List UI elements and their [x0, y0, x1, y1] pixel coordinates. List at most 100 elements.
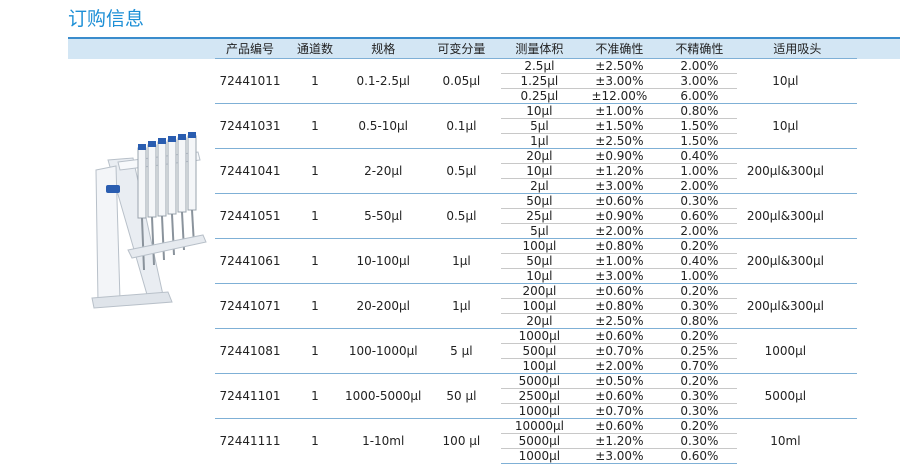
inaccuracy-cell: ±1.20%: [577, 163, 662, 179]
variable-cell: 100 µl: [421, 418, 502, 464]
tip-cell: 1000µl: [737, 328, 858, 374]
channels-cell: 1: [285, 373, 345, 419]
tip-cell: 5000µl: [737, 373, 858, 419]
volume-cell: 10µl: [501, 103, 578, 119]
imprecision-cell: 0.20%: [661, 283, 738, 299]
imprecision-cell: 0.20%: [661, 328, 738, 344]
imprecision-cell: 0.20%: [661, 238, 738, 254]
imprecision-cell: 1.00%: [661, 268, 738, 284]
tip-cell: 200µl&300µl: [737, 283, 858, 329]
table-row: 500µl ±0.70% 0.25%: [215, 343, 857, 359]
inaccuracy-cell: ±0.60%: [577, 283, 662, 299]
inaccuracy-cell: ±0.80%: [577, 238, 662, 254]
table-row: 72441051 1 5-50µl 0.5µl 50µl ±0.60% 0.30% 200µl…: [215, 193, 858, 239]
inaccuracy-cell: ±0.90%: [577, 148, 662, 164]
table-row: 5000µl ±1.20% 0.30%: [215, 433, 857, 449]
channels-cell: 1: [285, 283, 345, 329]
spec-cell: 0.5-10µl: [345, 103, 422, 149]
header-bar: [68, 37, 900, 59]
volume-cell: 2.5µl: [501, 58, 578, 74]
variable-cell: 1µl: [421, 238, 502, 284]
tip-cell: 200µl&300µl: [737, 193, 858, 239]
table-row: 2500µl ±0.60% 0.30%: [215, 388, 857, 404]
volume-cell: 20µl: [501, 313, 578, 329]
imprecision-cell: 0.60%: [661, 208, 738, 224]
inaccuracy-cell: ±0.90%: [577, 208, 662, 224]
table-row: 0.25µl ±12.00% 6.00%: [215, 88, 857, 104]
channels-cell: 1: [285, 58, 345, 104]
imprecision-cell: 6.00%: [661, 88, 738, 104]
inaccuracy-cell: ±2.00%: [577, 223, 662, 239]
table-row: 1.25µl ±3.00% 3.00%: [215, 73, 857, 89]
imprecision-cell: 0.30%: [661, 298, 738, 314]
code-cell: 72441111: [215, 418, 285, 464]
table-row: 72441111 1 1-10ml 100 µl 10000µl ±0.60% 0.20% 1…: [215, 418, 858, 464]
column-header: 适用吸头: [773, 42, 822, 56]
channels-cell: 1: [285, 103, 345, 149]
imprecision-cell: 0.20%: [661, 418, 738, 434]
table-row: 50µl ±1.00% 0.40%: [215, 253, 857, 269]
table-row: 100µl ±2.00% 0.70%: [215, 358, 857, 374]
table-row: 1µl ±2.50% 1.50%: [215, 133, 857, 149]
inaccuracy-cell: ±2.50%: [577, 313, 662, 329]
volume-cell: 1.25µl: [501, 73, 578, 89]
spec-cell: 20-200µl: [345, 283, 422, 329]
imprecision-cell: 0.30%: [661, 388, 738, 404]
volume-cell: 1000µl: [501, 448, 578, 464]
table-row: 1000µl ±0.70% 0.30%: [215, 403, 857, 419]
volume-cell: 200µl: [501, 283, 578, 299]
column-header: 可变分量: [437, 42, 486, 56]
inaccuracy-cell: ±0.70%: [577, 343, 662, 359]
volume-cell: 2500µl: [501, 388, 578, 404]
code-cell: 72441031: [215, 103, 285, 149]
table-row: 20µl ±2.50% 0.80%: [215, 313, 857, 329]
column-header: 规格: [371, 42, 396, 56]
variable-cell: 0.1µl: [421, 103, 502, 149]
inaccuracy-cell: ±1.00%: [577, 253, 662, 269]
volume-cell: 5000µl: [501, 433, 578, 449]
spec-cell: 0.1-2.5µl: [345, 58, 422, 104]
table-row: 72441011 1 0.1-2.5µl 0.05µl 2.5µl ±2.50% 2.00%…: [215, 58, 858, 104]
imprecision-cell: 0.40%: [661, 253, 738, 269]
volume-cell: 20µl: [501, 148, 578, 164]
table-row: 72441071 1 20-200µl 1µl 200µl ±0.60% 0.20% 200µ…: [215, 283, 858, 329]
volume-cell: 5000µl: [501, 373, 578, 389]
column-header: 测量体积: [515, 42, 564, 56]
table-row: 72441101 1 1000-5000µl 50 µl 5000µl ±0.50% 0.2…: [215, 373, 858, 419]
imprecision-cell: 0.30%: [661, 403, 738, 419]
volume-cell: 100µl: [501, 238, 578, 254]
volume-cell: 500µl: [501, 343, 578, 359]
table-row: 10µl ±3.00% 1.00%: [215, 268, 857, 284]
variable-cell: 5 µl: [421, 328, 502, 374]
table-row: 5µl ±2.00% 2.00%: [215, 223, 857, 239]
spec-cell: 1-10ml: [345, 418, 422, 464]
imprecision-cell: 3.00%: [661, 73, 738, 89]
variable-cell: 50 µl: [421, 373, 502, 419]
inaccuracy-cell: ±3.00%: [577, 448, 662, 464]
code-cell: 72441101: [215, 373, 285, 419]
spec-cell: 5-50µl: [345, 193, 422, 239]
volume-cell: 1µl: [501, 133, 578, 149]
column-header: 通道数: [296, 42, 333, 56]
inaccuracy-cell: ±3.00%: [577, 73, 662, 89]
inaccuracy-cell: ±2.50%: [577, 58, 662, 74]
code-cell: 72441081: [215, 328, 285, 374]
channels-cell: 1: [285, 238, 345, 284]
imprecision-cell: 2.00%: [661, 178, 738, 194]
title: 订购信息: [68, 8, 145, 30]
imprecision-cell: 0.60%: [661, 448, 738, 464]
imprecision-cell: 0.80%: [661, 313, 738, 329]
inaccuracy-cell: ±0.50%: [577, 373, 662, 389]
variable-cell: 1µl: [421, 283, 502, 329]
table-row: 72441031 1 0.5-10µl 0.1µl 10µl ±1.00% 0.80% 10µ…: [215, 103, 858, 149]
imprecision-cell: 0.20%: [661, 373, 738, 389]
imprecision-cell: 0.40%: [661, 148, 738, 164]
inaccuracy-cell: ±2.50%: [577, 133, 662, 149]
variable-cell: 0.5µl: [421, 193, 502, 239]
inaccuracy-cell: ±1.50%: [577, 118, 662, 134]
volume-cell: 5µl: [501, 223, 578, 239]
spec-cell: 1000-5000µl: [345, 373, 422, 419]
volume-cell: 10000µl: [501, 418, 578, 434]
channels-cell: 1: [285, 148, 345, 194]
volume-cell: 0.25µl: [501, 88, 578, 104]
